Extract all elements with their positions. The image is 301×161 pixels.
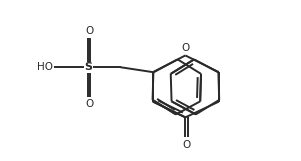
- Text: O: O: [85, 26, 93, 36]
- Text: S: S: [84, 62, 92, 72]
- Text: O: O: [182, 140, 191, 150]
- Text: HO: HO: [37, 62, 53, 72]
- Text: O: O: [85, 99, 93, 109]
- Text: O: O: [181, 43, 190, 53]
